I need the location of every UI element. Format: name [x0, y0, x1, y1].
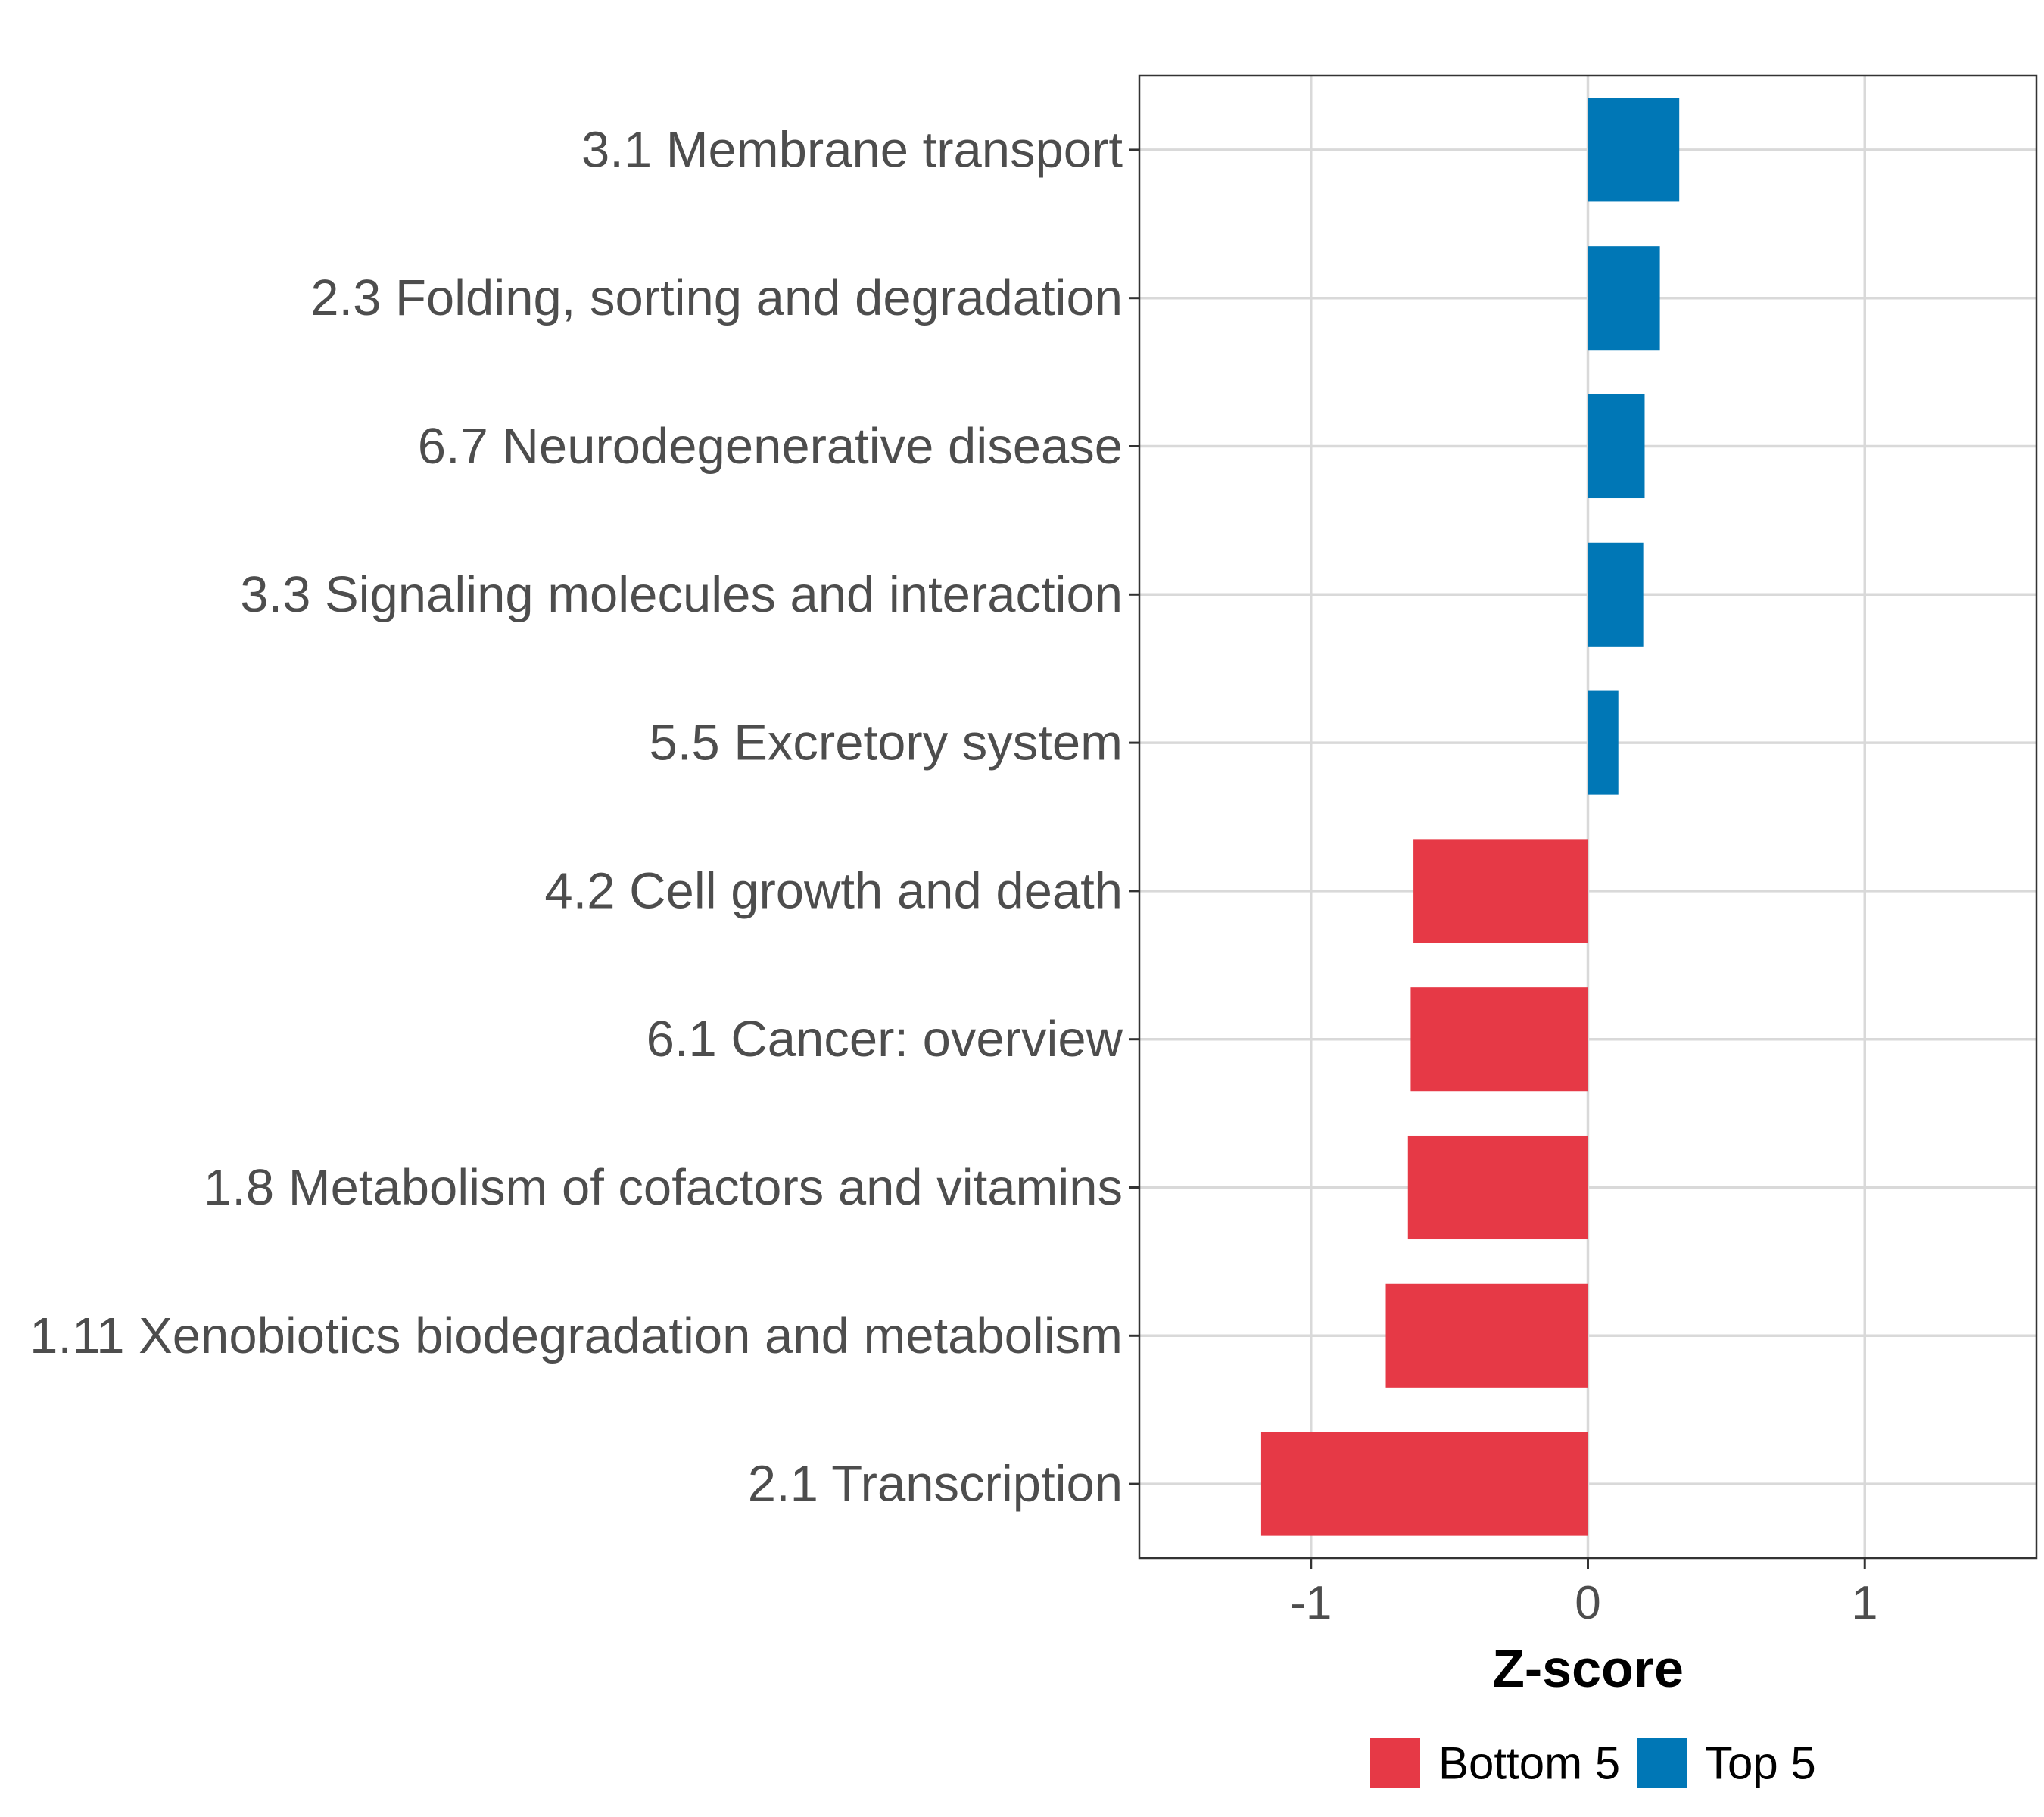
legend: Bottom 5 Top 5 — [1370, 1738, 1816, 1789]
bar-0 — [1588, 98, 1680, 202]
category-label-4: 5.5 Excretory system — [649, 715, 1123, 771]
bar-6 — [1410, 987, 1588, 1092]
category-label-2: 6.7 Neurodegenerative disease — [418, 418, 1123, 475]
category-label-8: 1.11 Xenobiotics biodegradation and meta… — [30, 1307, 1123, 1364]
legend-swatch-1 — [1637, 1738, 1687, 1788]
category-label-9: 2.1 Transcription — [748, 1456, 1123, 1513]
bar-1 — [1588, 246, 1660, 351]
x-axis-title: Z-score — [1492, 1639, 1684, 1698]
category-label-7: 1.8 Metabolism of cofactors and vitamins — [204, 1159, 1123, 1216]
bar-9 — [1260, 1432, 1588, 1536]
category-label-1: 2.3 Folding, sorting and degradation — [310, 270, 1123, 326]
y-axis-labels: 3.1 Membrane transport 2.3 Folding, sorti… — [30, 121, 1123, 1512]
category-label-6: 6.1 Cancer: overview — [647, 1011, 1123, 1067]
bar-8 — [1385, 1283, 1588, 1388]
x-tick-label-1: 0 — [1575, 1577, 1600, 1629]
x-axis-ticks: -1 0 1 — [1290, 1558, 1877, 1629]
category-label-0: 3.1 Membrane transport — [581, 121, 1123, 178]
x-tick-label-0: -1 — [1290, 1577, 1332, 1629]
bar-3 — [1588, 542, 1644, 647]
bar-2 — [1588, 394, 1645, 499]
x-tick-label-2: 1 — [1852, 1577, 1877, 1629]
y-axis-ticks — [1129, 148, 1139, 1485]
bar-7 — [1407, 1135, 1588, 1240]
bar-4 — [1588, 690, 1619, 795]
category-label-3: 3.3 Signaling molecules and interaction — [240, 566, 1123, 623]
bar-5 — [1413, 839, 1588, 943]
category-label-5: 4.2 Cell growth and death — [544, 862, 1123, 919]
bars — [1260, 98, 1680, 1536]
legend-label-0: Bottom 5 — [1438, 1738, 1620, 1789]
legend-label-1: Top 5 — [1705, 1738, 1816, 1789]
legend-swatch-0 — [1370, 1738, 1420, 1788]
